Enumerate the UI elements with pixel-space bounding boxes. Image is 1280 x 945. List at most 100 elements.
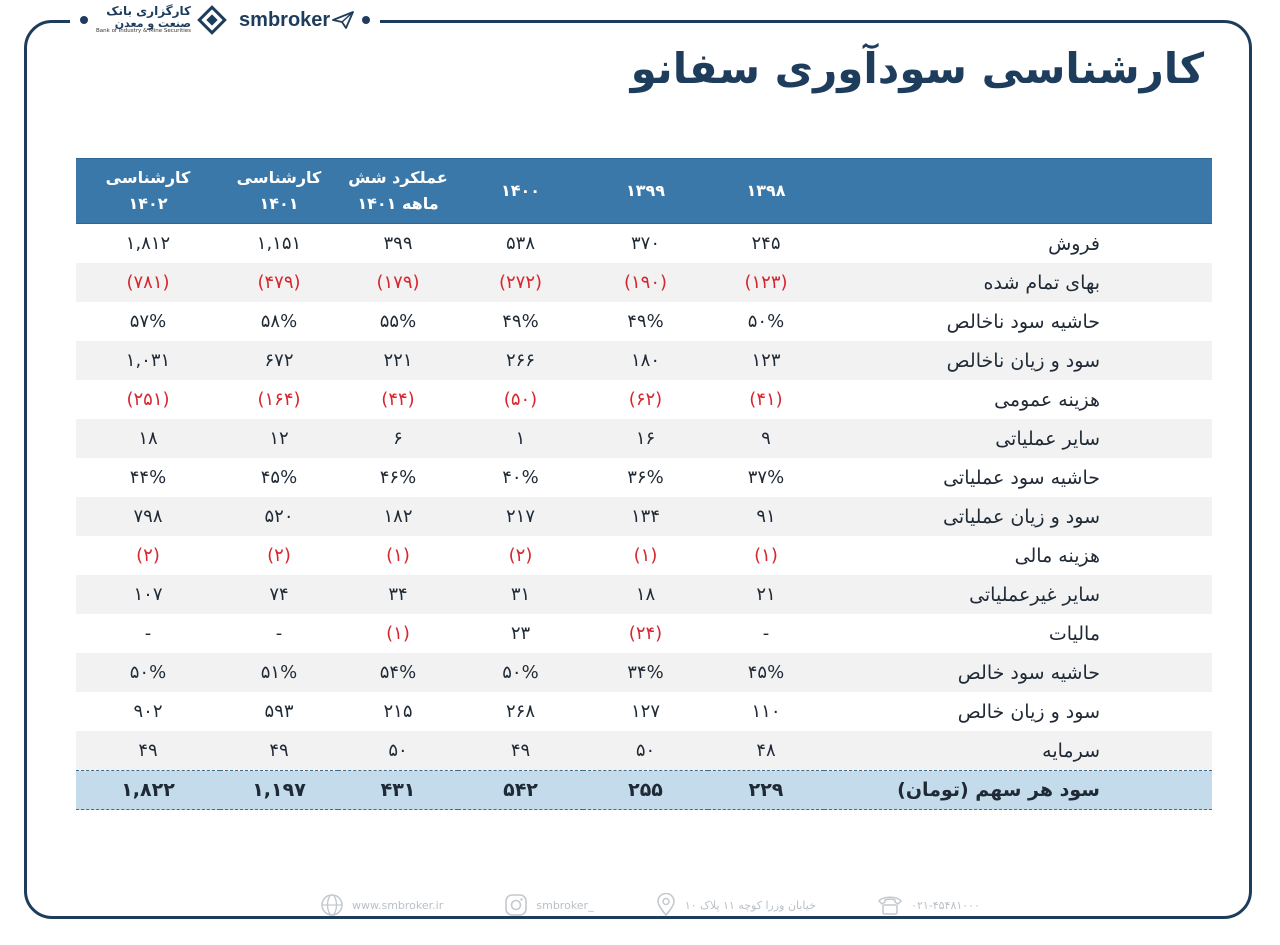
column-header: ۱۳۹۹ xyxy=(583,158,708,224)
table-cell: ۴۹% xyxy=(458,302,583,341)
footer: www.smbroker.ir smbroker_ خیابان وزرا کو… xyxy=(320,888,980,922)
table-cell: ۴۸ xyxy=(708,731,824,771)
table-cell: ۴۰% xyxy=(458,458,583,497)
table-row: مالیات - (۲۴) ۲۳ (۱) - - xyxy=(76,614,1212,653)
table-cell: ۵۴% xyxy=(338,653,458,692)
footer-website[interactable]: www.smbroker.ir xyxy=(320,893,443,917)
footer-phone[interactable]: ۰۲۱-۴۵۴۸۱۰۰۰ xyxy=(877,894,980,916)
table-cell: ۴۹ xyxy=(76,731,220,771)
table-cell: ۱۸۰ xyxy=(583,341,708,380)
column-header-line1: کارشناسی xyxy=(236,168,322,188)
table-cell: ۱,۸۲۲ xyxy=(76,770,220,810)
table-cell: ۳۶% xyxy=(583,458,708,497)
total-row: سود هر سهم (تومان) ۲۲۹ ۲۵۵ ۵۴۲ ۴۳۱ ۱,۱۹۷ ۱,۸۲۲ xyxy=(76,770,1212,810)
table-cell: ۳۴% xyxy=(583,653,708,692)
location-pin-icon xyxy=(656,893,675,917)
instagram-text: smbroker_ xyxy=(536,898,594,912)
table-cell: ۵۳۸ xyxy=(458,223,583,263)
footer-instagram[interactable]: smbroker_ xyxy=(504,893,594,917)
table-cell: ۵۰% xyxy=(76,653,220,692)
table-row: هزینه عمومی (۴۱) (۶۲) (۵۰) (۴۴) (۱۶۴) (۲۵۱) xyxy=(76,380,1212,419)
table-cell: (۱۷۹) xyxy=(338,263,458,302)
table-cell: ۱,۰۳۱ xyxy=(76,341,220,380)
table-cell: ۴۴% xyxy=(76,458,220,497)
table-cell: (۲) xyxy=(220,536,338,575)
table-cell: ۹۰۲ xyxy=(76,692,220,731)
profit-table: ۱۳۹۸ ۱۳۹۹ ۱۴۰۰ عملکرد شش ماهه ۱۴۰۱ کارشناسی ۱۴… xyxy=(76,158,1212,810)
table-cell: ۴۹ xyxy=(458,731,583,771)
bank-name-en: Bank of Industry & Mine Securities xyxy=(96,28,192,35)
table-cell: ۵۲۰ xyxy=(220,497,338,536)
table-cell: (۴۴) xyxy=(338,380,458,419)
bank-name-line1: کارگزاری بانک xyxy=(106,4,192,19)
table-cell: ۵۸% xyxy=(220,302,338,341)
table-cell: ۴۵% xyxy=(220,458,338,497)
column-header: عملکرد شش ماهه ۱۴۰۱ xyxy=(338,158,458,224)
decor-dot-right xyxy=(362,16,371,24)
table-cell: ۴۶% xyxy=(338,458,458,497)
table-row: سایر عملیاتی ۹ ۱۶ ۱ ۶ ۱۲ ۱۸ xyxy=(76,419,1212,458)
table-header-row: ۱۳۹۸ ۱۳۹۹ ۱۴۰۰ عملکرد شش ماهه ۱۴۰۱ کارشناسی ۱۴… xyxy=(76,158,1212,224)
brand-name: smbroker xyxy=(239,8,331,31)
globe-icon xyxy=(321,894,343,916)
row-label: هزینه عمومی xyxy=(824,380,1212,419)
column-header: ۱۳۹۸ xyxy=(708,158,824,224)
table-cell: ۱۱۰ xyxy=(708,692,824,731)
row-label: بهای تمام شده xyxy=(824,263,1212,302)
table-row: سایر غیرعملیاتی ۲۱ ۱۸ ۳۱ ۳۴ ۷۴ ۱۰۷ xyxy=(76,575,1212,614)
table-row: حاشیه سود عملیاتی ۳۷% ۳۶% ۴۰% ۴۶% ۴۵% ۴۴% xyxy=(76,458,1212,497)
row-label: سود و زیان عملیاتی xyxy=(824,497,1212,536)
table-row: سود و زیان خالص ۱۱۰ ۱۲۷ ۲۶۸ ۲۱۵ ۵۹۳ ۹۰۲ xyxy=(76,692,1212,731)
row-label: حاشیه سود ناخالص xyxy=(824,302,1212,341)
column-header-line1: کارشناسی xyxy=(105,168,191,188)
decor-dot-left xyxy=(80,16,88,24)
table-cell: ۱۰۷ xyxy=(76,575,220,614)
table-row: حاشیه سود خالص ۴۵% ۳۴% ۵۰% ۵۴% ۵۱% ۵۰% xyxy=(76,653,1212,692)
table-cell: ۳۷% xyxy=(708,458,824,497)
table-cell: ۵۱% xyxy=(220,653,338,692)
table-row: حاشیه سود ناخالص ۵۰% ۴۹% ۴۹% ۵۵% ۵۸% ۵۷% xyxy=(76,302,1212,341)
table-cell: (۱۲۳) xyxy=(708,263,824,302)
website-text: www.smbroker.ir xyxy=(352,898,444,912)
table-cell: ۲۵۵ xyxy=(583,770,708,810)
column-header-line1: ۱۳۹۹ xyxy=(625,181,666,201)
table-cell: ۱۶ xyxy=(583,419,708,458)
column-header-line2: ۱۴۰۱ xyxy=(259,194,299,213)
table-row: هزینه مالی (۱) (۱) (۲) (۱) (۲) (۲) xyxy=(76,536,1212,575)
row-label: مالیات xyxy=(824,614,1212,653)
instagram-icon xyxy=(505,894,528,916)
row-label: سود و زیان ناخالص xyxy=(824,341,1212,380)
column-header: کارشناسی ۱۴۰۱ xyxy=(220,158,338,224)
table-cell: ۱,۸۱۲ xyxy=(76,223,220,263)
table-cell: ۵۵% xyxy=(338,302,458,341)
table-cell: ۲۱ xyxy=(708,575,824,614)
table-cell: (۶۲) xyxy=(583,380,708,419)
row-label: فروش xyxy=(824,223,1212,263)
table-cell: ۴۹ xyxy=(220,731,338,771)
table-cell: ۷۴ xyxy=(220,575,338,614)
table-cell: ۲۳ xyxy=(458,614,583,653)
table-cell: ۱۲ xyxy=(220,419,338,458)
column-header-line1: ۱۳۹۸ xyxy=(746,181,786,201)
phone-text: ۰۲۱-۴۵۴۸۱۰۰۰ xyxy=(911,898,980,912)
table-cell: ۶ xyxy=(338,419,458,458)
table-cell: (۷۸۱) xyxy=(76,263,220,302)
table-cell: (۱) xyxy=(583,536,708,575)
table-cell: ۱۳۴ xyxy=(583,497,708,536)
column-header-line1: ۱۴۰۰ xyxy=(500,181,541,201)
table-cell: (۲۴) xyxy=(583,614,708,653)
table-cell: (۱) xyxy=(338,614,458,653)
table-cell: ۱۲۷ xyxy=(583,692,708,731)
table-row: سود و زیان عملیاتی ۹۱ ۱۳۴ ۲۱۷ ۱۸۲ ۵۲۰ ۷۹۸ xyxy=(76,497,1212,536)
row-label: سود هر سهم (تومان) xyxy=(824,770,1212,810)
table-row: سود و زیان ناخالص ۱۲۳ ۱۸۰ ۲۶۶ ۲۲۱ ۶۷۲ ۱,۰۳۱ xyxy=(76,341,1212,380)
table-cell: (۲) xyxy=(458,536,583,575)
table-cell: ۱ xyxy=(458,419,583,458)
table-cell: (۲۷۲) xyxy=(458,263,583,302)
table-cell: (۵۰) xyxy=(458,380,583,419)
table-cell: ۱۸ xyxy=(76,419,220,458)
column-header-line2: ماهه ۱۴۰۱ xyxy=(357,194,439,213)
row-label: حاشیه سود خالص xyxy=(824,653,1212,692)
table-row: بهای تمام شده (۱۲۳) (۱۹۰) (۲۷۲) (۱۷۹) (۴۷۹) (۷… xyxy=(76,263,1212,302)
row-label: سایر غیرعملیاتی xyxy=(824,575,1212,614)
